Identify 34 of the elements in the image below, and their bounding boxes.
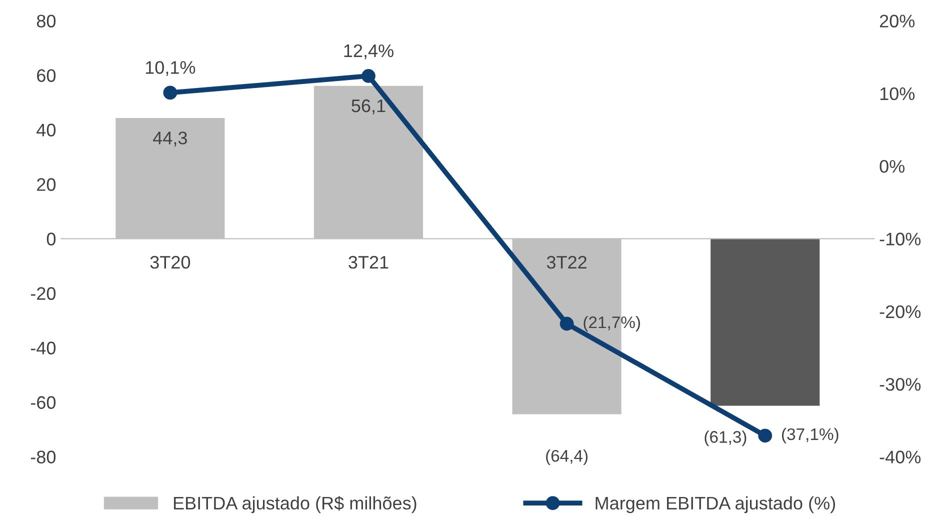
y-tick-label: 0 [46, 232, 56, 246]
x-tick-label: 3T21 [348, 256, 388, 269]
y2-tick-label: 0% [880, 160, 905, 173]
y-tick-label: -80 [30, 450, 56, 464]
y2-tick-label: 10% [880, 87, 915, 100]
y-tick-label: -40 [30, 342, 56, 354]
y2-tick-label: -20% [880, 305, 921, 318]
legend-label: EBITDA ajustado (R$ milhões) [174, 496, 416, 514]
data-label: 44,3 [153, 132, 187, 147]
y2-tick-label: -10% [880, 232, 921, 246]
legend-label: Margem EBITDA ajustado (%) [596, 496, 835, 514]
data-label: (21,7%) [584, 316, 640, 332]
y2-tick-label: -40% [880, 450, 921, 464]
point [758, 428, 772, 443]
y-tick-label: -20 [30, 287, 56, 300]
data-label: 12,4% [344, 44, 394, 60]
y-tick-label: -60 [30, 396, 56, 409]
bar [710, 238, 820, 406]
point [362, 69, 376, 83]
data-label: 56,1 [352, 99, 386, 114]
data-label: 10,1% [146, 61, 196, 76]
point [163, 86, 178, 100]
point [560, 316, 574, 331]
x-tick-label: 3T20 [150, 256, 190, 269]
data-label: (37,1%) [782, 428, 838, 444]
data-label: (61,3) [704, 430, 746, 446]
y-tick-label: 80 [36, 14, 56, 28]
y-tick-label: 60 [37, 69, 56, 82]
data-label: (64,4) [546, 450, 588, 466]
y2-tick-label: -30% [880, 378, 921, 391]
y2-tick-label: 20% [880, 14, 915, 28]
x-tick-label: 3T22 [546, 256, 586, 269]
y-tick-label: 20 [37, 178, 56, 191]
y-tick-label: 40 [36, 124, 56, 136]
